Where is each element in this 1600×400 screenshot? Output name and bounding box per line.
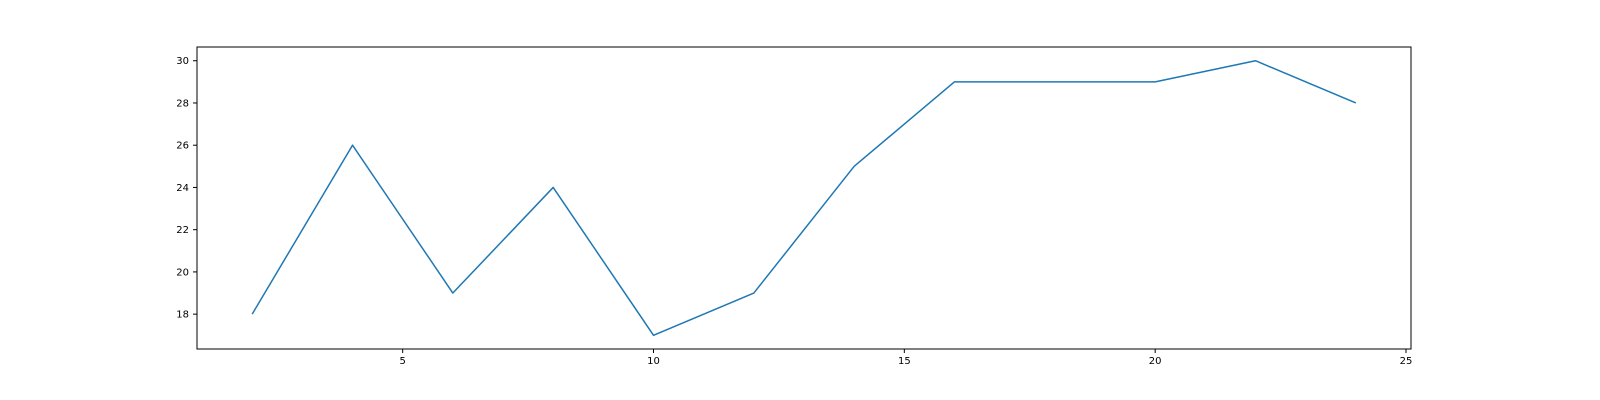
y-tick-label: 20 — [176, 267, 189, 278]
y-tick-label: 30 — [176, 56, 189, 67]
plot-area — [251, 59, 1357, 337]
y-axis: 18 20 22 24 26 28 30 — [176, 56, 197, 321]
y-tick-label: 26 — [176, 141, 189, 152]
x-tick-label: 15 — [898, 356, 911, 367]
y-tick-label: 22 — [176, 225, 189, 236]
x-axis: 5 10 15 20 25 — [399, 349, 1412, 367]
series-line-1 — [251, 59, 1357, 337]
x-tick-label: 5 — [399, 356, 405, 367]
x-tick-label: 25 — [1400, 356, 1413, 367]
x-tick-label: 10 — [647, 356, 660, 367]
x-tick-label: 20 — [1149, 356, 1162, 367]
y-tick-label: 24 — [176, 183, 189, 194]
y-tick-label: 18 — [176, 310, 189, 321]
y-tick-label: 28 — [176, 98, 189, 109]
axes-frame — [196, 46, 1412, 350]
